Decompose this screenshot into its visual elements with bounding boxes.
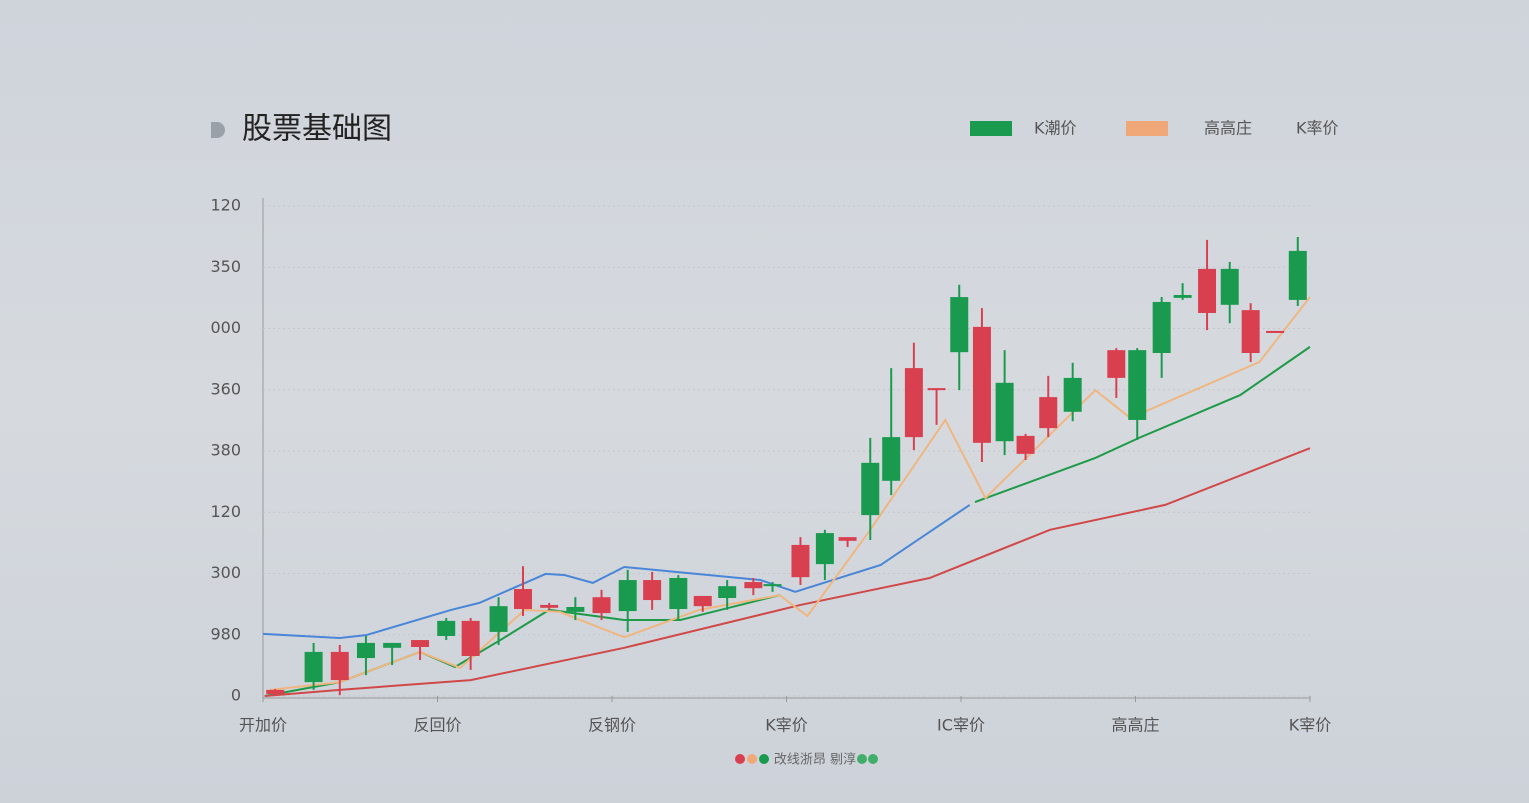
- candle-body: [882, 437, 901, 481]
- line-series: [262, 504, 971, 640]
- candle-body: [437, 620, 456, 636]
- candle-body: [1241, 310, 1260, 353]
- candle-body: [1288, 250, 1307, 300]
- dot: [759, 754, 769, 764]
- candle-body: [1063, 377, 1082, 412]
- candle-body: [383, 642, 402, 648]
- candle-body: [950, 297, 969, 353]
- candle-body: [1266, 330, 1285, 333]
- legend-label: 高高庄: [1204, 119, 1252, 138]
- legend-swatch: [970, 121, 1012, 136]
- candle-body: [566, 606, 585, 612]
- candle-body: [744, 582, 763, 589]
- line-series: [264, 447, 1311, 697]
- candle-body: [927, 388, 946, 391]
- candle-body: [266, 689, 285, 694]
- y-tick-label: 350: [210, 257, 241, 276]
- x-tick-label: IC宰价: [937, 716, 985, 735]
- legend-label: K率价: [1296, 119, 1339, 138]
- x-tick-label: K宰价: [1289, 716, 1332, 735]
- candle-body: [904, 368, 923, 438]
- title-icon: [211, 122, 225, 138]
- candle-body: [669, 577, 688, 610]
- candle-body: [489, 606, 508, 632]
- legend-label: K潮价: [1034, 119, 1077, 138]
- candle-body: [304, 651, 323, 683]
- x-tick-label: 高高庄: [1111, 716, 1159, 735]
- x-tick-label: 反钢价: [588, 716, 636, 735]
- dot: [857, 754, 867, 764]
- x-tick-label: 开加价: [239, 716, 287, 735]
- candle-body: [618, 580, 637, 612]
- candle-body: [791, 544, 810, 578]
- candle-body: [592, 597, 611, 614]
- candle-body: [643, 580, 662, 601]
- candle-body: [995, 382, 1014, 442]
- line-series: [974, 346, 1311, 503]
- candle-body: [1173, 295, 1192, 298]
- y-tick-label: 380: [210, 441, 241, 460]
- legend-swatch: [1126, 121, 1168, 136]
- candle-body: [411, 640, 430, 647]
- candle-body: [1107, 350, 1126, 378]
- candle-body: [1128, 350, 1147, 420]
- y-tick-label: 0: [231, 686, 241, 705]
- y-tick-label: 980: [210, 624, 241, 643]
- dot: [868, 754, 878, 764]
- candle-body: [514, 589, 533, 610]
- caption-dots: [735, 754, 878, 764]
- x-tick-label: 反回价: [413, 716, 461, 735]
- candle-body: [972, 326, 991, 443]
- caption: 改线浙昂 剔淳: [774, 752, 856, 768]
- candle-body: [540, 604, 559, 608]
- candle-body: [330, 651, 349, 681]
- candle-body: [718, 586, 737, 598]
- candle-body: [861, 462, 880, 516]
- candle-body: [693, 595, 712, 607]
- y-tick-label: 000: [210, 318, 241, 337]
- dot: [747, 754, 757, 764]
- line-series: [269, 296, 1311, 691]
- candle-body: [763, 584, 782, 587]
- candle-body: [1016, 435, 1035, 454]
- candle-body: [461, 620, 480, 656]
- candle-body: [356, 642, 375, 659]
- y-tick-label: 120: [210, 502, 241, 521]
- y-tick-label: 300: [210, 563, 241, 582]
- candle-body: [1198, 268, 1217, 313]
- candle-body: [1039, 397, 1058, 429]
- candle-body: [838, 537, 857, 541]
- y-tick-label: 360: [210, 379, 241, 398]
- x-tick-label: K宰价: [765, 716, 808, 735]
- chart-title: 股票基础图: [242, 112, 392, 147]
- candle-body: [815, 533, 834, 565]
- candle-body: [1220, 268, 1239, 305]
- candle-body: [1152, 301, 1171, 353]
- y-tick-label: 120: [210, 196, 241, 215]
- dot: [735, 754, 745, 764]
